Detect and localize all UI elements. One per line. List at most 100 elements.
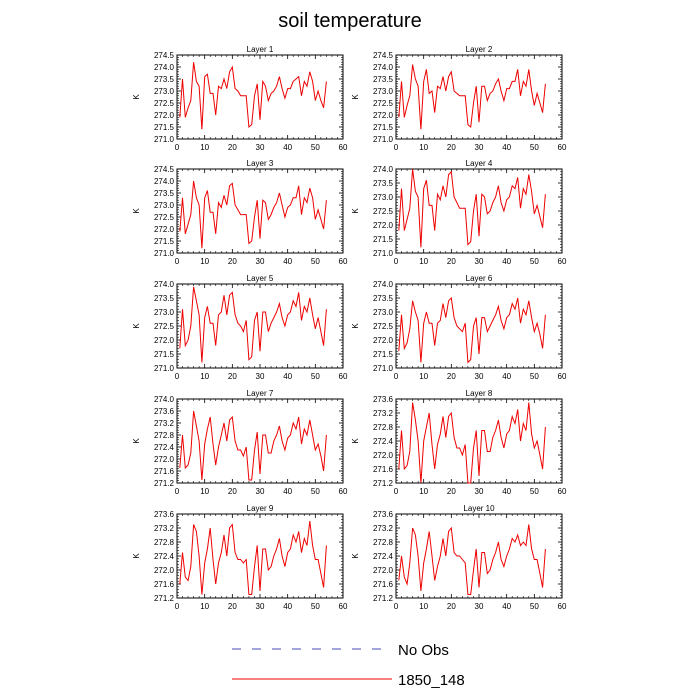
y-tick-label: 272.0 <box>154 455 175 464</box>
y-tick-label: 273.2 <box>373 409 394 418</box>
x-tick-label: 50 <box>311 487 320 496</box>
legend: No Obs 1850_148 <box>232 642 465 689</box>
x-tick-label: 0 <box>175 143 180 152</box>
x-tick-label: 40 <box>502 257 511 266</box>
x-tick-label: 10 <box>200 372 209 381</box>
panel-5: Layer 5 K 0 10 20 30 40 50 60 271.0 271.5 272.0 272.… <box>132 274 348 381</box>
x-tick-label: 50 <box>530 372 539 381</box>
y-tick-label: 272.0 <box>373 221 394 230</box>
y-axis-label: K <box>132 94 141 100</box>
x-tick-label: 60 <box>558 143 567 152</box>
x-tick-label: 10 <box>419 487 428 496</box>
x-tick-label: 10 <box>200 257 209 266</box>
panel-8: Layer 8 K 0 10 20 30 40 50 60 271.2 271.6 272.0 272.… <box>351 389 567 496</box>
x-tick-label: 20 <box>447 602 456 611</box>
x-tick-label: 60 <box>558 602 567 611</box>
y-tick-label: 274.0 <box>154 280 175 289</box>
x-tick-label: 40 <box>502 602 511 611</box>
x-tick-label: 10 <box>200 602 209 611</box>
y-tick-label: 272.5 <box>154 322 175 331</box>
x-tick-label: 40 <box>283 372 292 381</box>
y-tick-label: 272.5 <box>154 213 175 222</box>
x-tick-label: 60 <box>558 257 567 266</box>
x-tick-label: 20 <box>447 372 456 381</box>
panel-6: Layer 6 K 0 10 20 30 40 50 60 271.0 271.5 272.0 272.… <box>351 274 567 381</box>
y-tick-label: 273.6 <box>373 510 394 519</box>
x-tick-label: 50 <box>530 257 539 266</box>
y-tick-label: 274.5 <box>154 165 175 174</box>
y-tick-label: 272.0 <box>373 111 394 120</box>
x-tick-label: 20 <box>447 257 456 266</box>
panel-title: Layer 7 <box>247 389 274 398</box>
y-tick-label: 274.0 <box>154 63 175 72</box>
panel-3: Layer 3 K 0 10 20 30 40 50 60 271.0 271.5 272.0 272.… <box>132 159 348 266</box>
x-tick-label: 0 <box>394 487 399 496</box>
panel-title: Layer 10 <box>463 504 495 513</box>
y-tick-label: 271.0 <box>154 249 175 258</box>
y-axis-label: K <box>132 438 141 444</box>
x-tick-label: 10 <box>419 602 428 611</box>
x-tick-label: 0 <box>175 602 180 611</box>
y-tick-label: 273.2 <box>373 524 394 533</box>
x-tick-label: 50 <box>530 143 539 152</box>
x-tick-label: 30 <box>256 487 265 496</box>
y-tick-label: 271.5 <box>154 123 175 132</box>
panel-10: Layer 10 K 0 10 20 30 40 50 60 271.2 271.6 272.0 272… <box>351 504 567 611</box>
y-tick-label: 272.8 <box>154 431 175 440</box>
y-tick-label: 273.2 <box>154 419 175 428</box>
panel-7: Layer 7 K 0 10 20 30 40 50 60 271.2 271.6 272.0 272.… <box>132 389 348 496</box>
x-tick-label: 30 <box>475 257 484 266</box>
y-tick-label: 272.5 <box>373 207 394 216</box>
series-line-1850_148 <box>179 286 327 363</box>
y-tick-label: 272.5 <box>154 99 175 108</box>
x-tick-label: 10 <box>419 257 428 266</box>
y-tick-label: 271.6 <box>154 580 175 589</box>
x-tick-label: 20 <box>228 257 237 266</box>
y-axis-label: K <box>132 208 141 214</box>
y-tick-label: 271.6 <box>154 467 175 476</box>
y-tick-label: 272.8 <box>154 538 175 547</box>
y-axis-label: K <box>351 208 360 214</box>
x-tick-label: 60 <box>339 487 348 496</box>
x-tick-label: 30 <box>256 372 265 381</box>
y-tick-label: 271.5 <box>373 123 394 132</box>
x-tick-label: 30 <box>475 602 484 611</box>
x-tick-label: 60 <box>339 372 348 381</box>
y-tick-label: 272.4 <box>373 552 394 561</box>
y-tick-label: 274.5 <box>154 51 175 60</box>
x-tick-label: 0 <box>175 257 180 266</box>
y-tick-label: 273.6 <box>154 407 175 416</box>
y-axis-label: K <box>132 553 141 559</box>
x-tick-label: 0 <box>394 372 399 381</box>
panel-grid: Layer 1 K 0 10 20 30 40 50 60 271.0 271.5 272.0 272.… <box>132 45 567 611</box>
y-tick-label: 272.0 <box>154 225 175 234</box>
y-tick-label: 273.0 <box>373 193 394 202</box>
y-tick-label: 274.0 <box>154 177 175 186</box>
series-line-1850_148 <box>179 410 327 481</box>
y-tick-label: 273.5 <box>373 294 394 303</box>
y-tick-label: 271.2 <box>373 479 394 488</box>
x-tick-label: 60 <box>339 602 348 611</box>
y-tick-label: 271.6 <box>373 465 394 474</box>
x-tick-label: 10 <box>200 487 209 496</box>
series-line-1850_148 <box>179 62 327 130</box>
y-tick-label: 271.5 <box>154 350 175 359</box>
y-tick-label: 273.5 <box>373 179 394 188</box>
y-tick-label: 274.5 <box>373 51 394 60</box>
x-tick-label: 50 <box>311 257 320 266</box>
x-tick-label: 60 <box>558 487 567 496</box>
series-line-1850_148 <box>179 180 327 249</box>
y-tick-label: 271.6 <box>373 580 394 589</box>
y-tick-label: 272.0 <box>373 566 394 575</box>
x-tick-label: 40 <box>283 257 292 266</box>
series-line-1850_148 <box>179 520 327 595</box>
y-axis-label: K <box>351 323 360 329</box>
y-axis-label: K <box>132 323 141 329</box>
y-tick-label: 273.0 <box>373 308 394 317</box>
y-tick-label: 272.0 <box>373 336 394 345</box>
series-line-1850_148 <box>398 64 546 130</box>
y-tick-label: 273.6 <box>373 395 394 404</box>
panel-2: Layer 2 K 0 10 20 30 40 50 60 271.0 271.5 272.0 272.… <box>351 45 567 152</box>
panel-title: Layer 1 <box>247 45 274 54</box>
y-tick-label: 272.5 <box>373 322 394 331</box>
